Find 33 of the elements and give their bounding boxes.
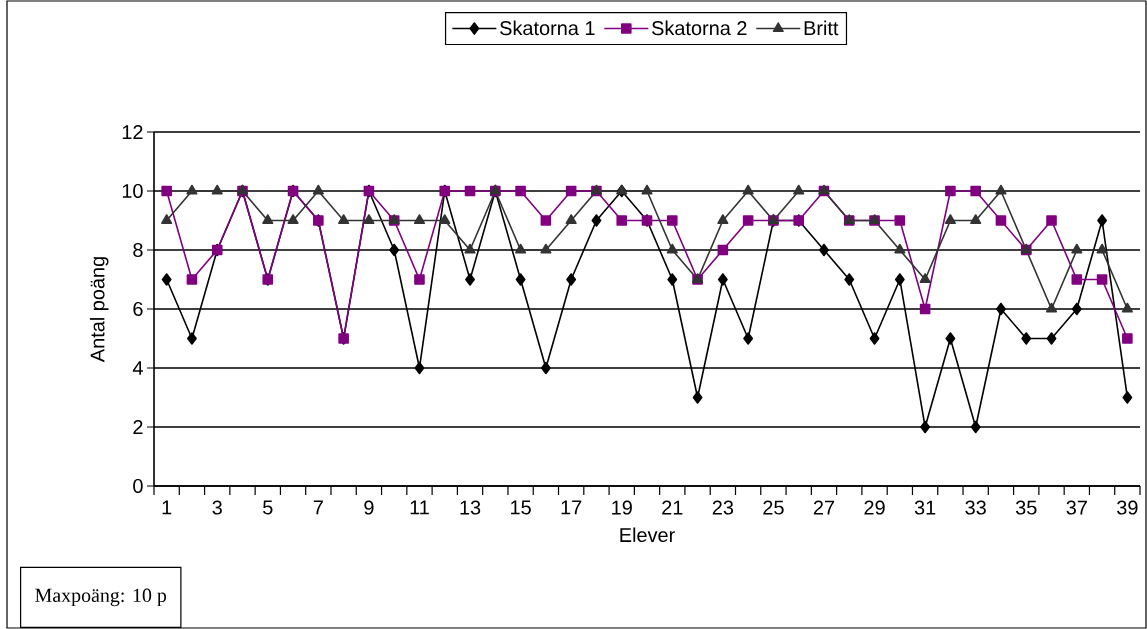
x-tick-label: 9 (364, 500, 374, 515)
y-axis-title: Antal poäng (89, 257, 109, 363)
x-tick-label: 31 (914, 500, 936, 515)
x-tick-label: 37 (1066, 500, 1087, 515)
y-tick-label: 10 (122, 183, 143, 199)
y-tick-label: 2 (133, 420, 143, 434)
text: Maxpoäng: 10 p (35, 588, 167, 607)
x-tick-label: 15 (511, 500, 531, 515)
x-tick-label: 25 (763, 500, 784, 515)
x-tick-label: 21 (662, 500, 683, 515)
x-tick-label: 13 (460, 500, 481, 515)
x-tick-label: 29 (864, 500, 885, 515)
x-tick-label: 3 (212, 500, 222, 515)
y-tick-label: 8 (133, 242, 143, 258)
legend-label: Skatorna 1 (500, 20, 595, 36)
y-tick-label: 0 (133, 478, 143, 494)
x-tick-label: 35 (1015, 500, 1037, 515)
x-tick-label: 23 (712, 500, 734, 515)
y-tick-label: 6 (133, 301, 143, 317)
x-tick-label: 39 (1117, 500, 1138, 515)
y-tick-label: 4 (132, 361, 143, 375)
x-tick-label: 5 (263, 500, 273, 515)
legend-label: Skatorna 2 (652, 20, 747, 36)
x-tick-label: 27 (813, 500, 835, 515)
x-tick-label: 33 (965, 500, 986, 515)
x-tick-label: 7 (313, 500, 323, 515)
x-tick-label: 11 (410, 500, 429, 515)
x-tick-label: 1 (162, 500, 172, 515)
x-axis-title: Elever (620, 527, 675, 543)
x-tick-label: 17 (561, 500, 582, 515)
y-tick-label: 12 (122, 125, 143, 139)
x-tick-label: 19 (612, 500, 632, 515)
legend-label: Britt (804, 20, 839, 36)
